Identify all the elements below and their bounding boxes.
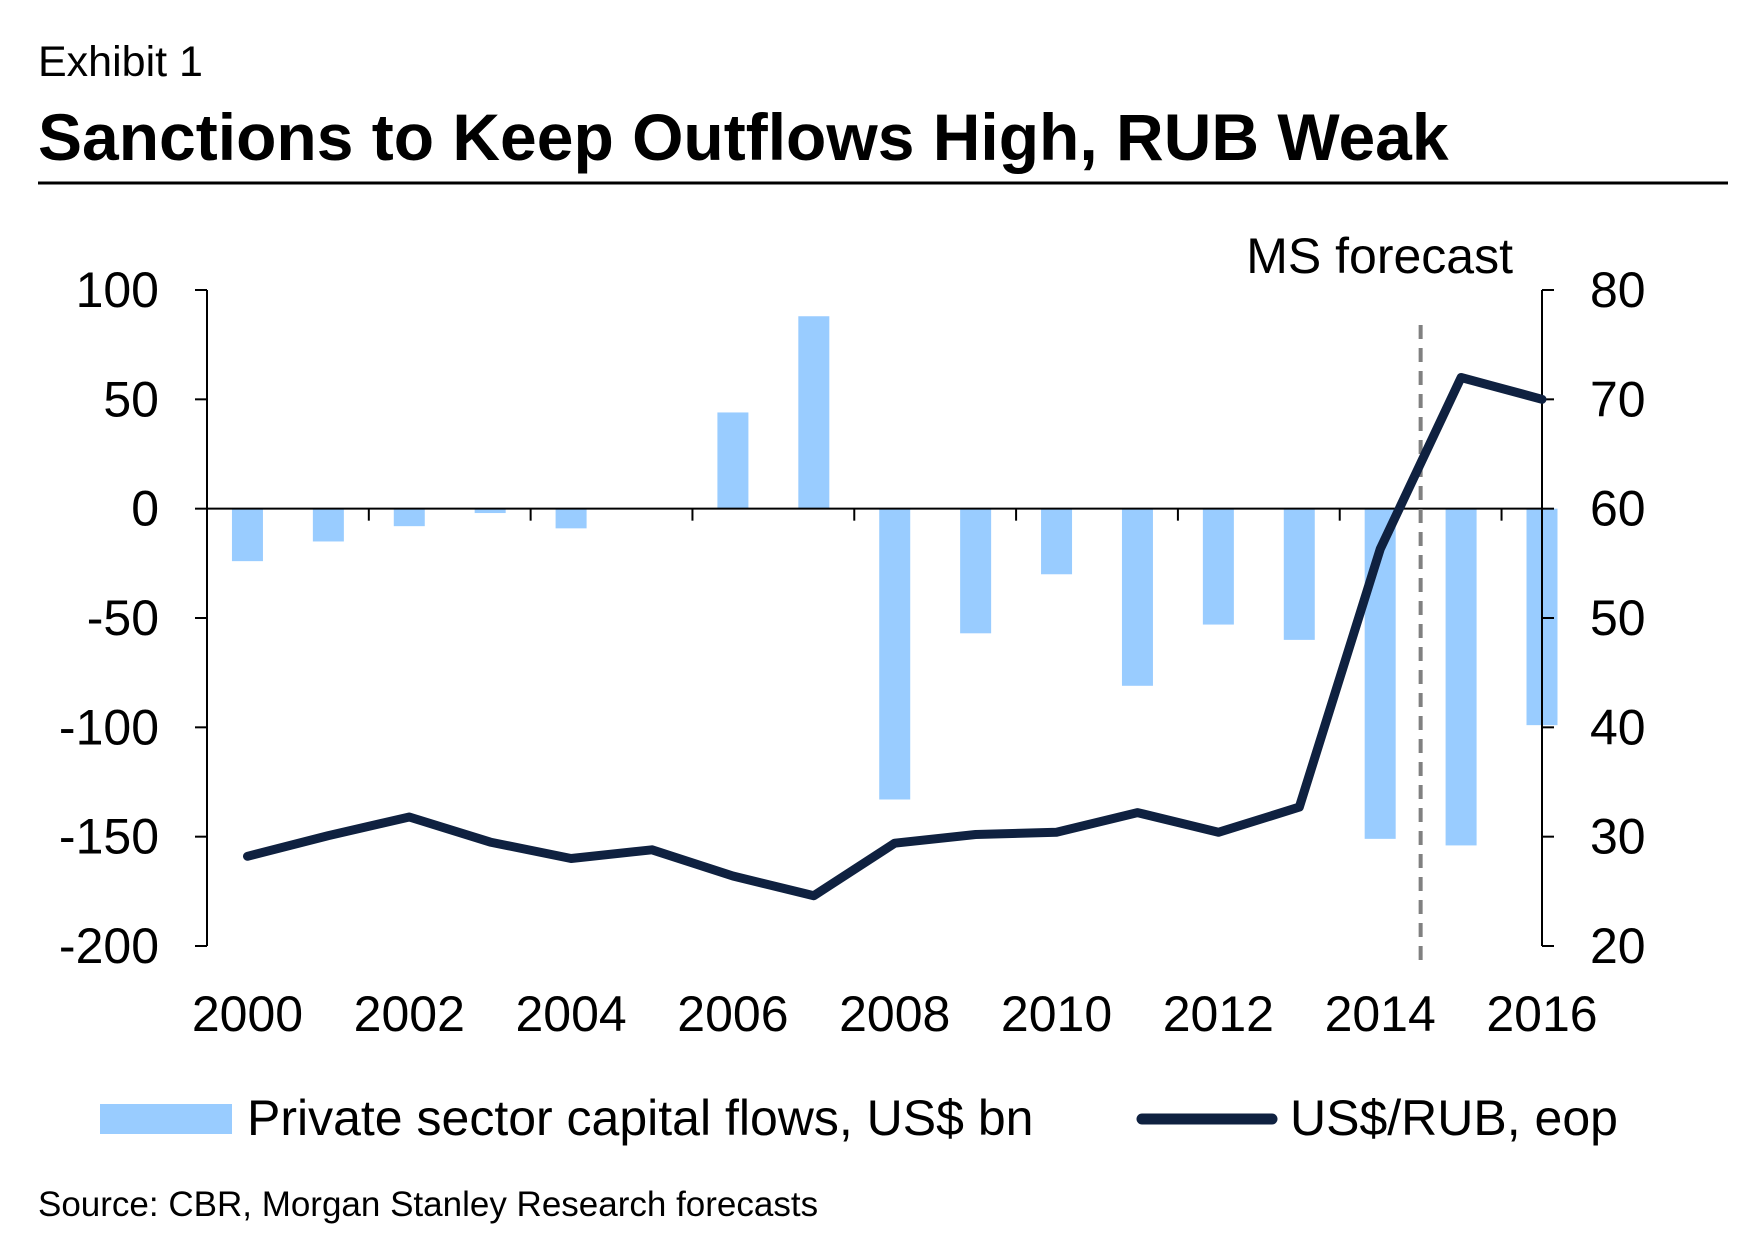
forecast-annotation: MS forecast xyxy=(1246,228,1513,284)
x-tick-label-2004: 2004 xyxy=(515,986,626,1042)
exhibit-label: Exhibit 1 xyxy=(38,38,203,86)
bar-2010 xyxy=(1041,508,1073,575)
bar-series xyxy=(231,316,1558,846)
bar-2015 xyxy=(1445,508,1477,846)
bar-2009 xyxy=(960,508,992,634)
bar-2006 xyxy=(717,412,749,509)
right-axis-tick-labels: 80 70 60 50 40 30 20 xyxy=(1590,262,1646,974)
left-tick-label: -200 xyxy=(59,918,159,974)
x-tick-label-2016: 2016 xyxy=(1486,986,1597,1042)
bar-2008 xyxy=(879,508,911,800)
bar-2007 xyxy=(798,316,830,509)
left-tick-label: 100 xyxy=(76,262,159,318)
bar-2011 xyxy=(1121,508,1153,686)
left-tick-label: -150 xyxy=(59,809,159,865)
axes xyxy=(195,289,1554,947)
x-axis-tick-labels: 2000 2002 2004 2006 2008 2010 2012 2014 2016 xyxy=(192,986,1598,1042)
bar-2001 xyxy=(312,508,344,542)
bar-2012 xyxy=(1202,508,1234,625)
right-tick-label: 50 xyxy=(1590,590,1646,646)
legend-line-label: US$/RUB, eop xyxy=(1290,1090,1618,1146)
bar-2004 xyxy=(555,508,587,529)
x-tick-label-2012: 2012 xyxy=(1163,986,1274,1042)
bar-2002 xyxy=(393,508,425,527)
right-tick-label: 70 xyxy=(1590,371,1646,427)
left-tick-label: -100 xyxy=(59,699,159,755)
left-axis-tick-labels: 100 50 0 -50 -100 -150 -200 xyxy=(59,262,159,974)
x-tick-label-2014: 2014 xyxy=(1325,986,1436,1042)
left-tick-label: 0 xyxy=(131,481,159,537)
x-tick-label-2000: 2000 xyxy=(192,986,303,1042)
x-tick-label-2006: 2006 xyxy=(677,986,788,1042)
chart-title: Sanctions to Keep Outflows High, RUB Wea… xyxy=(38,100,1449,174)
right-tick-label: 60 xyxy=(1590,481,1646,537)
x-tick-label-2010: 2010 xyxy=(1001,986,1112,1042)
rub-line xyxy=(243,373,1547,901)
bar-2000 xyxy=(231,508,263,562)
bar-2013 xyxy=(1283,508,1315,640)
right-tick-label: 30 xyxy=(1590,809,1646,865)
legend: Private sector capital flows, US$ bn US$… xyxy=(100,1090,1618,1146)
bar-2003 xyxy=(474,508,506,514)
legend-bar-label: Private sector capital flows, US$ bn xyxy=(247,1090,1033,1146)
right-tick-label: 80 xyxy=(1590,262,1646,318)
source-note: Source: CBR, Morgan Stanley Research for… xyxy=(38,1185,818,1224)
x-tick-label-2008: 2008 xyxy=(839,986,950,1042)
left-tick-label: -50 xyxy=(87,590,159,646)
right-tick-label: 40 xyxy=(1590,699,1646,755)
right-tick-label: 20 xyxy=(1590,918,1646,974)
line-series xyxy=(243,373,1547,901)
left-tick-label: 50 xyxy=(103,371,159,427)
legend-bar-swatch xyxy=(100,1104,232,1134)
x-tick-label-2002: 2002 xyxy=(354,986,465,1042)
